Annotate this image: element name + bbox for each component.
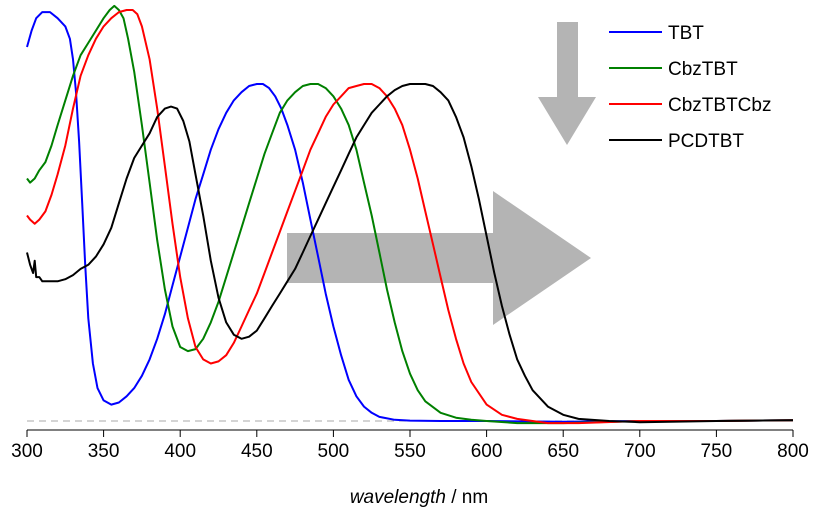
x-tick-label-650: 650 (547, 441, 579, 462)
series-layer (26, 4, 794, 425)
x-tick-label-750: 750 (701, 441, 733, 462)
x-axis-label-italic: wavelength (350, 487, 446, 508)
x-tick-label-450: 450 (241, 441, 273, 462)
x-tick-label-600: 600 (471, 441, 503, 462)
legend-label-tbt: TBT (668, 23, 704, 44)
x-tick-label-800: 800 (777, 441, 809, 462)
x-tick-label-300: 300 (11, 441, 43, 462)
legend: TBT CbzTBT CbzTBTCbz PCDTBT (609, 23, 771, 152)
x-axis-label-unit: / nm (446, 487, 488, 508)
x-axis: 300 350 400 450 500 550 600 650 700 750 800 (11, 429, 809, 462)
legend-label-pcdtbt: PCDTBT (668, 131, 744, 152)
x-tick-label-350: 350 (88, 441, 120, 462)
right-arrow (287, 191, 591, 325)
x-tick-label-500: 500 (318, 441, 350, 462)
x-axis-label: wavelength / nm (350, 487, 488, 508)
legend-label-cbztbtcbz: CbzTBTCbz (668, 95, 771, 116)
x-tick-label-400: 400 (164, 441, 196, 462)
series-line-tbt (26, 11, 794, 423)
down-arrow (538, 22, 596, 145)
x-tick-label-700: 700 (624, 441, 656, 462)
x-tick-label-550: 550 (394, 441, 426, 462)
series-line-cbztbtcbz (26, 9, 794, 425)
legend-label-cbztbt: CbzTBT (668, 59, 738, 80)
series-line-cbztbt (26, 4, 794, 425)
series-line-pcdtbt (26, 83, 794, 424)
annotation-arrows (287, 22, 596, 325)
